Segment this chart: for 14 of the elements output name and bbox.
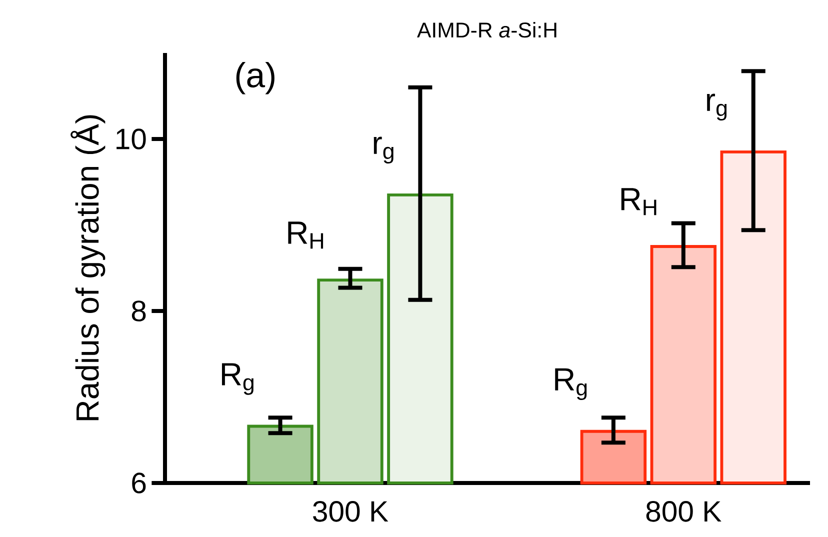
text: R$_{g}$ — [555, 368, 587, 400]
y-tick-label: 6 — [132, 472, 146, 494]
chart-title: AIMD-R a-Si:H — [417, 22, 556, 38]
y-tick-label: 10 — [116, 128, 146, 150]
x-tick-label: 300 K — [313, 501, 388, 522]
series-label: R$_{g}$ — [222, 363, 254, 395]
y-axis-title: Radius of gyration (Å) — [70, 115, 106, 420]
series-label: r$_{g}$ — [707, 94, 727, 121]
annotation: (a) — [236, 62, 274, 94]
series-label: R$_{H}$ — [621, 188, 656, 216]
text: R$_{H}$ — [288, 222, 324, 249]
y-tick-label: 8 — [132, 300, 146, 322]
text: r$_{g}$ — [374, 136, 394, 164]
x-tick-label: 800 K — [646, 501, 722, 522]
